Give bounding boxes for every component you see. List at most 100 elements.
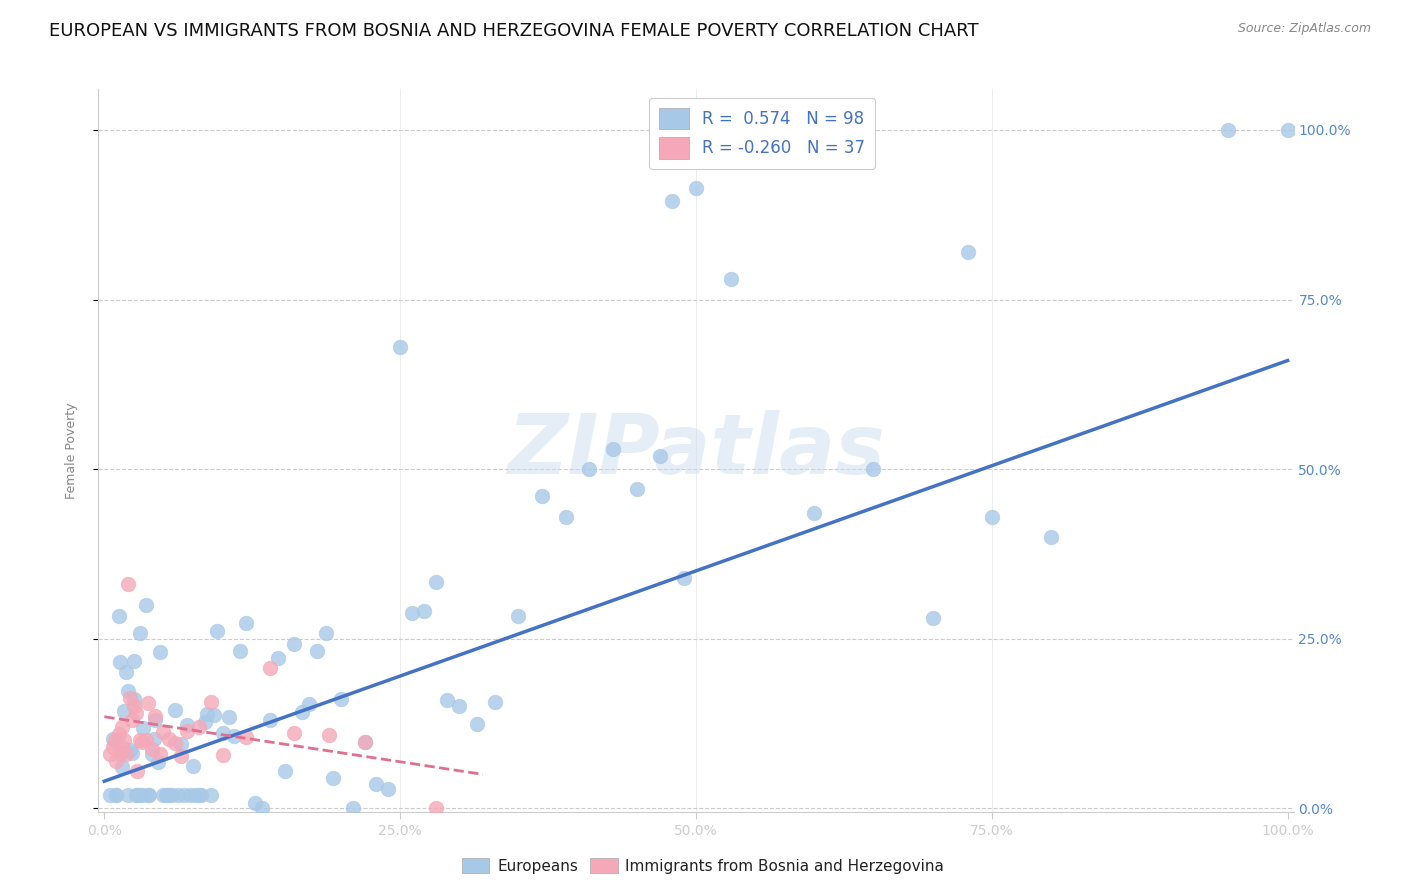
Point — [298, 698, 321, 712]
Point — [98, 747, 121, 761]
Point — [322, 771, 344, 785]
Point — [401, 606, 423, 620]
Point — [165, 703, 187, 717]
Point — [135, 598, 157, 612]
Point — [128, 788, 150, 802]
Point — [135, 733, 157, 747]
Text: ZIPatlas: ZIPatlas — [508, 410, 884, 491]
Point — [176, 724, 198, 739]
Text: EUROPEAN VS IMMIGRANTS FROM BOSNIA AND HERZEGOVINA FEMALE POVERTY CORRELATION CH: EUROPEAN VS IMMIGRANTS FROM BOSNIA AND H… — [49, 22, 979, 40]
Point — [377, 781, 399, 796]
Point — [194, 715, 217, 730]
Point — [141, 747, 163, 762]
Point — [107, 609, 129, 624]
Point — [120, 690, 142, 705]
Point — [152, 725, 174, 739]
Point — [283, 725, 305, 739]
Point — [1277, 123, 1299, 137]
Point — [114, 665, 136, 680]
Point — [131, 788, 153, 802]
Point — [105, 754, 128, 768]
Point — [111, 720, 134, 734]
Point — [921, 611, 943, 625]
Point — [685, 180, 707, 194]
Point — [531, 489, 554, 503]
Point — [160, 788, 183, 802]
Point — [105, 788, 128, 802]
Point — [157, 732, 180, 747]
Point — [108, 655, 131, 669]
Point — [121, 746, 143, 760]
Point — [250, 801, 273, 815]
Point — [107, 727, 129, 741]
Point — [132, 722, 155, 736]
Point — [111, 740, 134, 755]
Point — [101, 732, 124, 747]
Point — [114, 705, 136, 719]
Point — [114, 733, 136, 747]
Point — [342, 801, 364, 815]
Point — [211, 726, 233, 740]
Point — [166, 788, 188, 802]
Point — [554, 509, 576, 524]
Point — [117, 577, 139, 591]
Point — [412, 604, 434, 618]
Point — [152, 788, 174, 802]
Point — [200, 788, 222, 802]
Point — [143, 708, 166, 723]
Point — [136, 697, 159, 711]
Point — [143, 714, 166, 728]
Point — [235, 730, 257, 744]
Point — [155, 788, 177, 802]
Point — [122, 698, 145, 713]
Text: Source: ZipAtlas.com: Source: ZipAtlas.com — [1237, 22, 1371, 36]
Point — [143, 731, 166, 746]
Point — [165, 736, 187, 750]
Point — [138, 788, 160, 802]
Point — [98, 788, 121, 802]
Point — [803, 507, 825, 521]
Point — [862, 462, 884, 476]
Point — [205, 624, 228, 639]
Point — [436, 693, 458, 707]
Point — [315, 626, 337, 640]
Point — [366, 777, 388, 791]
Point — [170, 749, 193, 764]
Legend: Europeans, Immigrants from Bosnia and Herzegovina: Europeans, Immigrants from Bosnia and He… — [456, 852, 950, 880]
Point — [425, 574, 447, 589]
Point — [720, 272, 742, 286]
Point — [307, 644, 329, 658]
Point — [127, 764, 149, 778]
Point — [149, 747, 172, 762]
Point — [146, 755, 169, 769]
Point — [1039, 530, 1062, 544]
Point — [291, 705, 314, 719]
Point — [108, 747, 131, 761]
Point — [243, 796, 266, 810]
Point — [449, 698, 471, 713]
Point — [125, 788, 148, 802]
Point — [602, 442, 624, 456]
Point — [101, 740, 124, 755]
Point — [318, 728, 340, 742]
Point — [980, 509, 1002, 524]
Point — [125, 706, 148, 720]
Point — [465, 716, 488, 731]
Point — [111, 745, 134, 759]
Point — [259, 660, 281, 674]
Point — [650, 449, 672, 463]
Point — [484, 694, 506, 708]
Point — [128, 733, 150, 747]
Point — [105, 788, 128, 802]
Point — [661, 194, 683, 208]
Point — [170, 737, 193, 751]
Point — [127, 788, 149, 802]
Point — [274, 764, 297, 778]
Point — [224, 729, 246, 743]
Point — [181, 759, 204, 773]
Point — [136, 788, 159, 802]
Point — [122, 654, 145, 668]
Point — [195, 706, 218, 721]
Point — [211, 747, 233, 762]
Point — [184, 788, 207, 802]
